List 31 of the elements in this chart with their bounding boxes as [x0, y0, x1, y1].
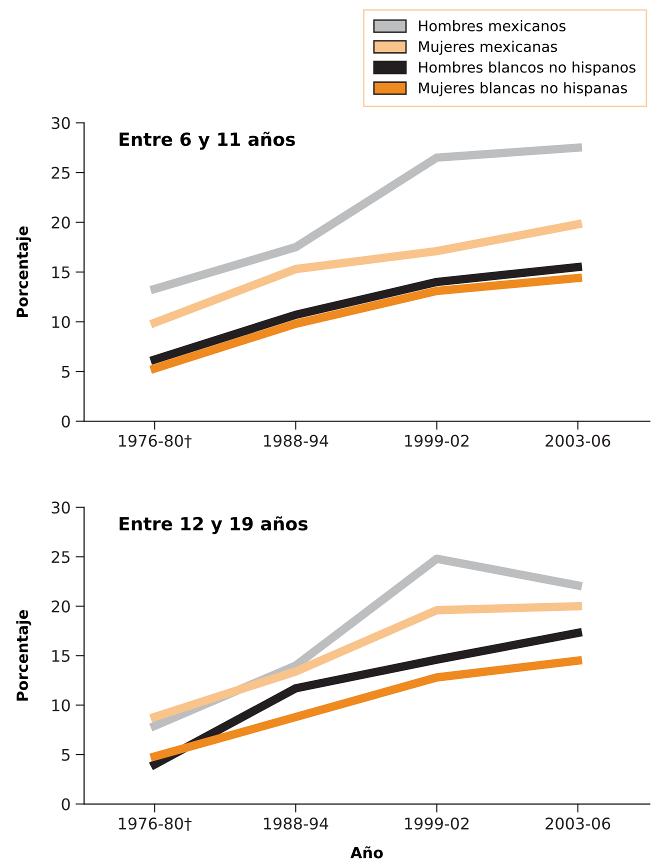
- chart-title: Entre 6 y 11 años: [120, 132, 295, 150]
- x-tick-label: 1988-94: [264, 434, 328, 447]
- y-tick-label: 30: [52, 117, 70, 130]
- y-tick-label: 10: [52, 699, 70, 712]
- legend-label: Mujeres mexicanas: [419, 40, 558, 55]
- legend-label: Hombres mexicanos: [419, 20, 566, 32]
- x-tick-label: 1976-80†: [119, 817, 192, 831]
- x-tick-label: 1999-02: [405, 434, 469, 447]
- y-tick-label: 30: [52, 502, 70, 514]
- x-tick-label: 2003-06: [546, 434, 610, 447]
- x-axis-title: Año: [350, 846, 383, 858]
- y-tick-label: 5: [62, 366, 70, 378]
- y-tick-label: 15: [52, 650, 70, 662]
- x-tick-label: 2003-06: [546, 817, 610, 830]
- y-axis-title: Porcentaje: [16, 610, 32, 701]
- y-tick-label: 20: [52, 600, 70, 613]
- x-tick-label: 1976-80†: [119, 434, 192, 448]
- y-tick-label: 15: [52, 266, 70, 278]
- y-tick-label: 0: [62, 798, 70, 810]
- y-tick-label: 5: [62, 748, 70, 761]
- chart-title: Entre 12 y 19 años: [120, 516, 308, 534]
- y-tick-label: 20: [52, 216, 70, 229]
- y-tick-label: 25: [52, 166, 70, 179]
- legend-label: Hombres blancos no hispanos: [419, 61, 636, 76]
- y-axis-title: Porcentaje: [16, 226, 32, 318]
- x-tick-label: 1999-02: [405, 817, 469, 830]
- y-tick-label: 0: [62, 415, 70, 428]
- y-tick-label: 10: [52, 316, 70, 328]
- y-tick-label: 25: [52, 550, 70, 564]
- x-tick-label: 1988-94: [264, 817, 328, 830]
- legend-label: Mujeres blancas no hispanas: [419, 82, 628, 96]
